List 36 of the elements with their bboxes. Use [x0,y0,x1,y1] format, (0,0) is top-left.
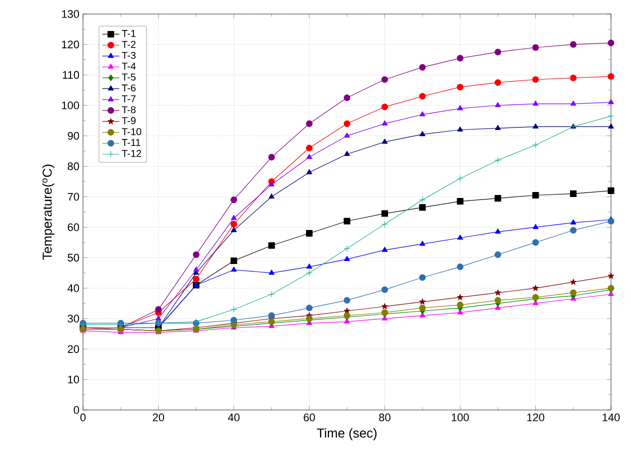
legend-label: T-2 [122,40,136,48]
y-tick-label: 10 [68,376,80,384]
y-tick-label: 30 [68,314,80,322]
legend-label: T-10 [122,128,142,136]
legend-label: T-4 [122,62,136,70]
x-tick-label: 0 [80,414,86,422]
y-tick-label: 110 [62,71,80,79]
y-tick-label: 0 [74,406,80,414]
x-tick-label: 140 [602,414,620,422]
x-tick-label: 60 [304,414,315,422]
y-tick-label: 80 [68,162,80,170]
legend-label: T-7 [122,95,136,102]
y-tick-label: 90 [68,132,80,140]
x-tick-label: 100 [452,414,469,422]
legend-label: T-11 [122,139,140,146]
x-tick-label: 80 [379,414,390,422]
x-tick-label: 120 [527,414,544,422]
legend-label: T-5 [122,74,136,81]
y-tick-label: 20 [68,345,80,353]
y-tick-label: 60 [68,223,80,232]
legend-label: T-8 [122,106,136,114]
y-tick-label: 100 [62,102,80,110]
y-tick-label: 120 [62,40,80,48]
y-axis-title: Temperature($^{o}$C) [42,164,54,260]
y-tick-label: 130 [62,10,80,18]
y-tick-label: 40 [68,284,80,292]
x-axis-title: Time (sec) [316,428,377,440]
legend-label: T-1 [122,30,136,37]
y-tick-label: 70 [68,192,80,201]
x-tick-label: 20 [152,414,164,422]
legend-label: T-6 [122,84,136,92]
legend-label: T-3 [122,52,136,59]
legend-label: T-12 [122,150,142,157]
y-tick-label: 50 [68,254,80,262]
x-tick-label: 40 [228,414,240,422]
legend-label: T-9 [122,117,136,124]
